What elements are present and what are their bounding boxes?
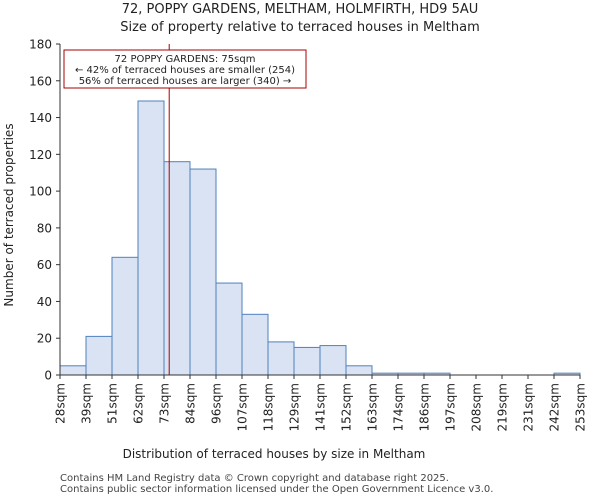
x-axis-label: Distribution of terraced houses by size …: [123, 447, 426, 461]
annotation-box: 72 POPPY GARDENS: 75sqm ← 42% of terrace…: [63, 49, 307, 89]
x-tick-label-39sqm: 39sqm: [80, 383, 94, 424]
x-tick-label-141sqm: 141sqm: [314, 383, 328, 431]
bar-39sqm: [85, 335, 113, 376]
bar-84sqm: [189, 168, 217, 376]
y-tick-label-180: 180: [29, 38, 52, 52]
annotation-line-3: 56% of terraced houses are larger (340) …: [79, 76, 292, 87]
bar-28sqm: [59, 365, 87, 376]
y-tick-label-60: 60: [37, 258, 52, 272]
bar-73sqm: [163, 161, 191, 376]
bar-141sqm: [319, 345, 347, 376]
x-tick-label-242sqm: 242sqm: [548, 383, 562, 431]
annotation-line-2: ← 42% of terraced houses are smaller (25…: [75, 65, 295, 76]
y-tick-label-20: 20: [37, 332, 52, 346]
y-tick-label-80: 80: [37, 221, 52, 235]
annotation-frame: [63, 49, 307, 89]
x-tick-label-186sqm: 186sqm: [418, 383, 432, 431]
x-tick-label-129sqm: 129sqm: [288, 383, 302, 431]
x-tick-label-107sqm: 107sqm: [236, 383, 250, 431]
y-tick-label-140: 140: [29, 111, 52, 125]
bar-62sqm: [137, 100, 165, 376]
x-tick-label-219sqm: 219sqm: [496, 383, 510, 431]
bar-51sqm: [111, 256, 139, 376]
x-tick-label-163sqm: 163sqm: [366, 383, 380, 431]
x-tick-label-197sqm: 197sqm: [444, 383, 458, 431]
y-tick-label-0: 0: [44, 369, 52, 383]
bar-129sqm: [293, 346, 321, 376]
chart-subtitle: Size of property relative to terraced ho…: [120, 20, 480, 35]
x-tick-label-152sqm: 152sqm: [340, 383, 354, 431]
x-tick-label-208sqm: 208sqm: [470, 383, 484, 431]
x-tick-label-96sqm: 96sqm: [210, 383, 224, 424]
x-tick-label-84sqm: 84sqm: [184, 383, 198, 424]
bar-96sqm: [215, 282, 243, 376]
x-tick-label-73sqm: 73sqm: [158, 383, 172, 424]
bar-107sqm: [241, 313, 269, 376]
footer-copyright: Contains HM Land Registry data © Crown c…: [60, 473, 449, 484]
x-tick-label-231sqm: 231sqm: [522, 383, 536, 431]
annotation-line-1: 72 POPPY GARDENS: 75sqm: [115, 54, 256, 65]
x-tick-label-253sqm: 253sqm: [574, 383, 588, 431]
x-tick-label-118sqm: 118sqm: [262, 383, 276, 431]
y-axis-label: Number of terraced properties: [2, 123, 16, 306]
footer-licence: Contains public sector information licen…: [60, 484, 494, 495]
bar-152sqm: [345, 365, 373, 376]
bar-118sqm: [267, 341, 295, 376]
x-tick-label-28sqm: 28sqm: [54, 383, 68, 424]
y-tick-label-160: 160: [29, 74, 52, 88]
y-tick-label-120: 120: [29, 148, 52, 162]
chart-title: 72, POPPY GARDENS, MELTHAM, HOLMFIRTH, H…: [121, 2, 479, 17]
y-tick-label-40: 40: [37, 295, 52, 309]
x-tick-label-174sqm: 174sqm: [392, 383, 406, 431]
y-tick-label-100: 100: [29, 185, 52, 199]
x-tick-label-62sqm: 62sqm: [132, 383, 146, 424]
x-tick-label-51sqm: 51sqm: [106, 383, 120, 424]
